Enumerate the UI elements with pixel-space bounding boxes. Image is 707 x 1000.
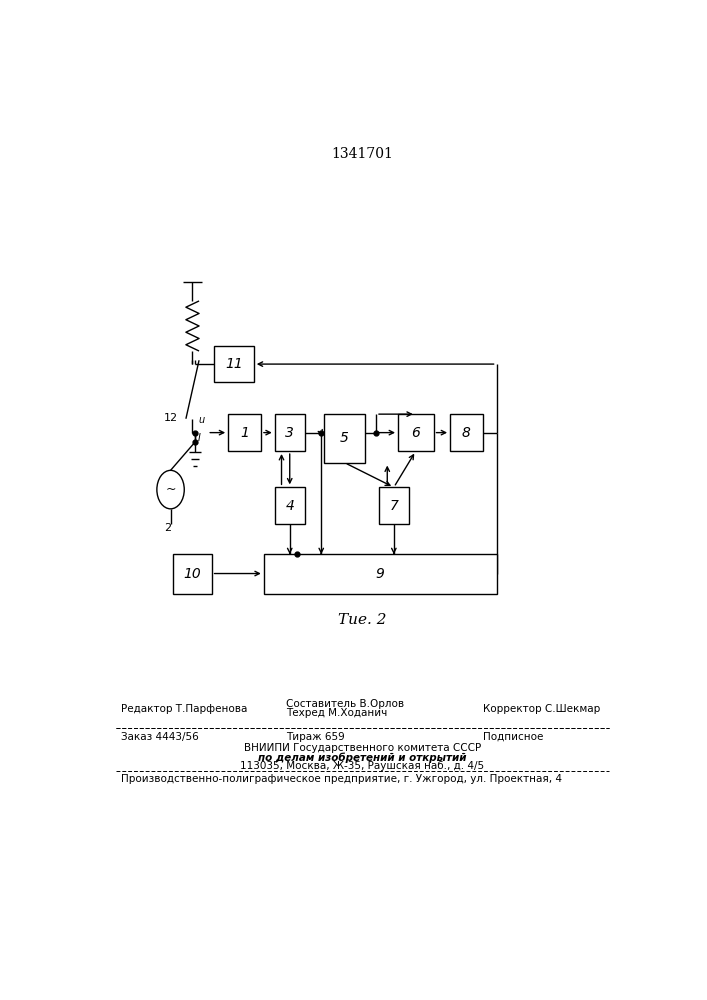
Text: по делам изобретений и открытий: по делам изобретений и открытий [258,752,467,763]
Text: Составитель В.Орлов: Составитель В.Орлов [286,699,404,709]
Text: 10: 10 [184,567,201,581]
Text: Корректор С.Шекмар: Корректор С.Шекмар [483,704,600,714]
Text: 6: 6 [411,426,420,440]
Text: 8: 8 [462,426,471,440]
Text: ВНИИПИ Государственного комитета СССР: ВНИИПИ Государственного комитета СССР [244,743,481,753]
Text: Техред М.Ходанич: Техред М.Ходанич [286,708,387,718]
Bar [324,414,365,463]
Text: ~: ~ [165,483,176,496]
Bar [214,346,254,382]
Bar [450,414,483,451]
Text: Τие. 2: Τие. 2 [338,613,387,627]
Text: 2: 2 [164,523,171,533]
Text: Производственно-полиграфическое предприятие, г. Ужгород, ул. Проектная, 4: Производственно-полиграфическое предприя… [122,774,562,784]
Text: I: I [198,433,201,443]
Bar [173,554,211,594]
Bar [275,414,305,451]
Text: Редактор Т.Парфенова: Редактор Т.Парфенова [122,704,247,714]
Text: 7: 7 [390,499,398,513]
Text: 4: 4 [286,499,294,513]
Text: Подписное: Подписное [483,732,543,742]
Text: 113035, Москва, Ж-35, Раушская наб., д. 4/5: 113035, Москва, Ж-35, Раушская наб., д. … [240,761,484,771]
Text: Тираж 659: Тираж 659 [286,732,344,742]
Text: 5: 5 [340,431,349,445]
Text: 12: 12 [163,413,177,423]
Text: 3: 3 [286,426,294,440]
Bar [275,487,305,524]
Text: 1: 1 [240,426,249,440]
Text: 9: 9 [375,567,385,581]
Bar [228,414,261,451]
Text: 1341701: 1341701 [332,147,393,161]
Bar [379,487,409,524]
Text: 11: 11 [226,357,243,371]
Text: u: u [198,415,204,425]
Bar [398,414,433,451]
Text: Заказ 4443/56: Заказ 4443/56 [122,732,199,742]
Bar [264,554,496,594]
